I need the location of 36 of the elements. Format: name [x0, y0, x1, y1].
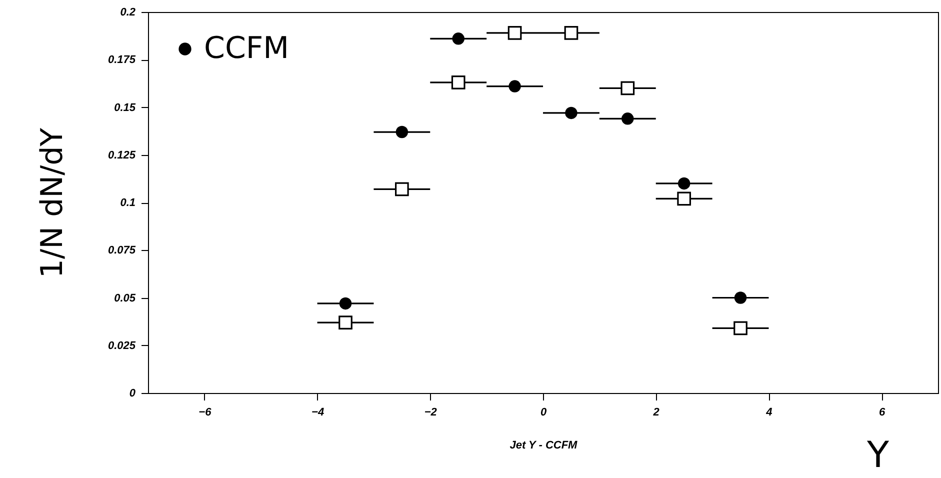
x-tick-label: 2 — [652, 406, 660, 418]
x-axis-title: Jet Y - CCFM — [510, 440, 578, 452]
point — [734, 321, 748, 336]
point — [677, 192, 691, 206]
y-tick-label: 0.2 — [120, 6, 136, 18]
point — [338, 316, 352, 330]
point — [451, 76, 466, 90]
x-tick-label: 0 — [540, 406, 548, 418]
y-tick-label: 0.05 — [114, 292, 136, 304]
x-tick-label: −2 — [424, 406, 437, 418]
x-tick-label: −6 — [198, 406, 212, 418]
point — [565, 106, 578, 120]
legend-label: CCFM — [204, 31, 290, 66]
point — [678, 177, 690, 190]
point — [452, 32, 464, 45]
point — [339, 297, 352, 310]
x-tick-label: 6 — [879, 406, 886, 418]
point — [508, 26, 522, 40]
point — [508, 80, 521, 92]
point — [734, 292, 747, 304]
y-tick-label: 0.1 — [120, 197, 136, 209]
x-tick-label: −4 — [312, 406, 324, 418]
y-tick-label: 0.175 — [108, 54, 136, 66]
y-axis-title: 1/N dN/dY — [34, 127, 70, 278]
x-tick-label: 4 — [765, 406, 772, 418]
y-tick-label: 0.075 — [108, 244, 136, 257]
y-tick-label: 0.15 — [114, 102, 136, 114]
point — [396, 126, 408, 138]
text: Y — [866, 435, 890, 476]
point — [564, 26, 578, 40]
y-tick-label: 0 — [129, 388, 136, 400]
point — [622, 112, 634, 125]
point — [395, 182, 409, 196]
point — [620, 81, 635, 96]
y-tick-label: 0.125 — [108, 149, 136, 162]
y-tick-label: 0.025 — [108, 340, 136, 352]
